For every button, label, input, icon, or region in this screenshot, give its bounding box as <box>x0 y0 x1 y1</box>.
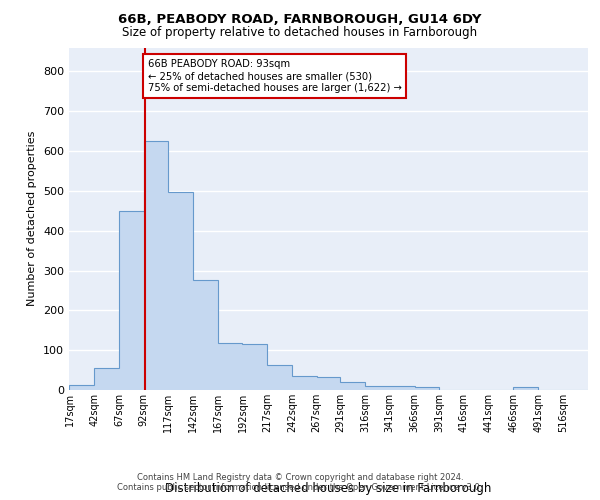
Text: Contains HM Land Registry data © Crown copyright and database right 2024.
Contai: Contains HM Land Registry data © Crown c… <box>118 473 482 492</box>
X-axis label: Distribution of detached houses by size in Farnborough: Distribution of detached houses by size … <box>166 482 491 495</box>
Text: 66B PEABODY ROAD: 93sqm
← 25% of detached houses are smaller (530)
75% of semi-d: 66B PEABODY ROAD: 93sqm ← 25% of detache… <box>148 60 401 92</box>
Text: Size of property relative to detached houses in Farnborough: Size of property relative to detached ho… <box>122 26 478 39</box>
Text: 66B, PEABODY ROAD, FARNBOROUGH, GU14 6DY: 66B, PEABODY ROAD, FARNBOROUGH, GU14 6DY <box>118 13 482 26</box>
Y-axis label: Number of detached properties: Number of detached properties <box>28 131 37 306</box>
